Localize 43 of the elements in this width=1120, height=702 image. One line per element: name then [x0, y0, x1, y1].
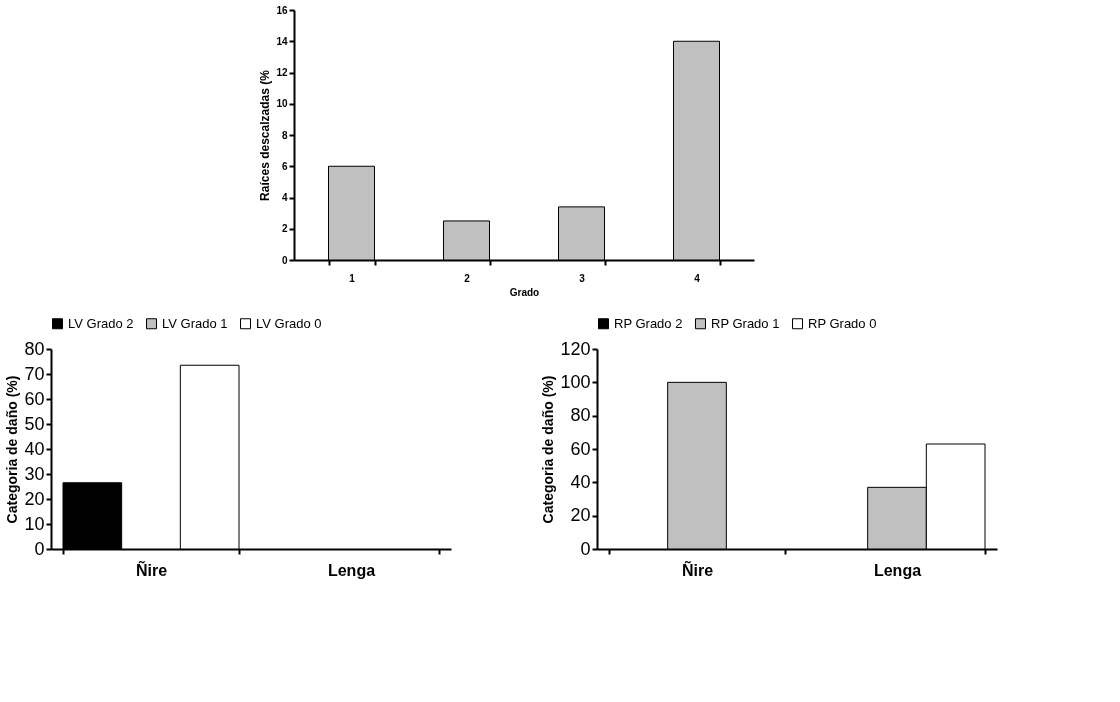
y-tick-label: 70 — [24, 363, 45, 384]
y-tick-label: 40 — [570, 471, 591, 492]
y-tick-label: 2 — [281, 223, 288, 235]
x-tick-label: 4 — [694, 272, 701, 284]
x-tick-label: 2 — [464, 272, 471, 284]
y-tick-label: 8 — [281, 129, 288, 141]
legend-label: RP Grado 1 — [711, 315, 780, 331]
legend-label: RP Grado 2 — [614, 315, 683, 331]
y-tick-label: 100 — [560, 371, 591, 392]
legend-label: RP Grado 0 — [808, 315, 877, 331]
x-tick-label: 3 — [579, 272, 586, 284]
y-tick-label: 20 — [24, 488, 45, 509]
x-tick-label: Lenga — [873, 561, 922, 579]
y-tick-label: 12 — [276, 67, 288, 78]
y-tick-label: 0 — [281, 254, 288, 266]
y-axis-title: Categoria de daño (%) — [4, 375, 21, 524]
y-tick-label: 80 — [570, 405, 591, 426]
y-tick-label: 6 — [281, 160, 288, 172]
y-tick-label: 80 — [24, 338, 45, 359]
y-tick-label: 50 — [24, 413, 45, 434]
y-tick-label: 14 — [276, 35, 288, 47]
y-tick-label: 120 — [560, 338, 591, 359]
legend-label: LV Grado 1 — [162, 315, 228, 331]
y-tick-label: 10 — [24, 513, 45, 534]
y-tick-label: 10 — [276, 98, 288, 110]
y-tick-label: 4 — [281, 192, 288, 203]
x-tick-label: Ñire — [135, 559, 168, 579]
legend-label: LV Grado 0 — [256, 315, 322, 331]
y-tick-label: 16 — [276, 4, 288, 16]
y-axis-title: Categoria de daño (%) — [540, 375, 557, 524]
y-tick-label: 0 — [580, 538, 591, 559]
x-tick-label: Lenga — [327, 561, 376, 579]
x-tick-label: 1 — [349, 272, 356, 284]
x-axis-title: Grado — [509, 286, 540, 298]
y-tick-label: 20 — [570, 505, 591, 526]
y-tick-label: 30 — [24, 463, 45, 484]
y-tick-label: 40 — [24, 438, 45, 459]
y-tick-label: 60 — [570, 438, 591, 459]
x-tick-label: Ñire — [681, 559, 714, 579]
y-axis-title: Raíces descalzadas (% — [258, 69, 273, 201]
y-tick-label: 0 — [34, 538, 45, 559]
legend-label: LV Grado 2 — [68, 315, 134, 331]
y-tick-label: 60 — [24, 388, 45, 409]
